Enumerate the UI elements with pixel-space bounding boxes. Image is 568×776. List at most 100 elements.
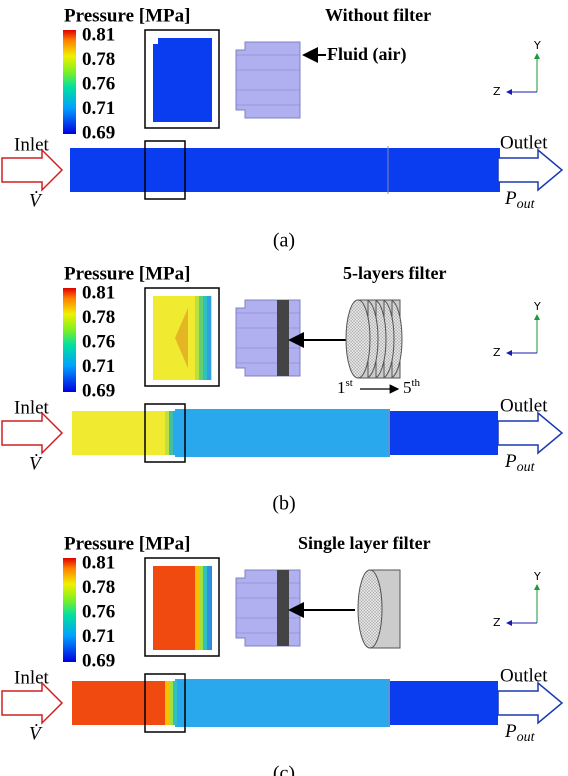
legend-tick: 0.76 [82,73,115,94]
pipe-band [165,411,169,455]
axis-z-label: Z [493,346,501,359]
layer-num: 1 [337,378,346,397]
filter-band [277,300,289,376]
legend-tick: 0.81 [82,282,115,303]
legend-tick: 0.69 [82,380,115,401]
panel: Pressure [MPa]0.81 0.78 0.76 0.71 0.69 Withou… [1,5,564,252]
zoom-frame [144,403,186,463]
layer-first: 1st [337,377,353,397]
flow-symbol: V̇ [29,452,43,474]
inset-field [153,38,212,122]
inset-frame [144,287,220,387]
fluid-body [235,569,301,647]
inlet-arrow [1,681,64,725]
outlet-label: Outlet [500,665,548,686]
outlet-label: Outlet [500,132,548,153]
flow-symbol: V̇ [29,189,43,211]
inset-band [203,296,207,380]
legend-tick: 0.81 [82,24,115,45]
pressure-symbol: P [504,188,517,209]
legend-tick: 0.71 [82,98,115,119]
legend-title: Pressure [MPa] [64,5,190,26]
outlet-label: Outlet [500,395,548,416]
layer-sup: th [412,377,421,389]
zoom-frame [144,140,186,200]
colorbar [63,30,76,134]
pipe-band [169,411,173,455]
legend-tick: 0.81 [82,552,115,573]
legend-tick: 0.71 [82,356,115,377]
inlet-label: Inlet [14,134,50,155]
pipe-band [173,411,177,455]
legend-tick: 0.76 [82,601,115,622]
inlet-label: Inlet [14,667,50,688]
inlet-label: Inlet [14,397,50,418]
colorbar [63,558,76,662]
inlet-arrow [1,148,64,192]
pipe-outlet [385,411,498,455]
axis-z-label: Z [493,85,501,98]
pipe-band [165,681,169,725]
axis-z-label: Z [493,616,501,629]
outlet-arrow [497,411,564,455]
legend-tick: 0.78 [82,307,115,328]
panel: Pressure [MPa]0.81 0.78 0.76 0.71 0.69 Single… [1,533,564,776]
pipe-inlet [72,681,175,725]
pressure-subscript: out [517,197,536,212]
layer-num: 5 [403,378,412,397]
layer-sup: st [346,377,353,389]
panel-label: (a) [273,230,295,252]
outlet-arrow [497,681,564,725]
inlet-arrow [1,411,64,455]
layer-last: 5th [403,377,421,397]
inset-band [199,296,203,380]
pipe-band [173,681,177,725]
pressure-symbol: P [504,451,517,472]
pipe-outlet [385,681,498,725]
colorbar [63,288,76,392]
panel: Pressure [MPa]0.81 0.78 0.76 0.71 0.69 5-laye… [1,263,564,515]
inset-band [195,566,199,650]
pipe-band [169,681,173,725]
inset-jet [175,308,188,368]
pressure-subscript: out [517,730,536,745]
filter-disc [345,299,371,379]
zoom-frame [144,673,186,733]
panel-label: (b) [272,493,295,515]
outlet-pressure: Pout [504,451,536,475]
pressure-symbol: P [504,721,517,742]
axis-y-label: Y [533,39,541,52]
fluid-body [235,299,301,377]
legend-tick: 0.78 [82,577,115,598]
legend-tick: 0.69 [82,650,115,671]
filter-band [277,570,289,646]
fluid-label: Fluid (air) [327,44,407,65]
filter-disc [357,569,383,649]
legend-title: Pressure [MPa] [64,533,190,554]
inset-band [199,566,203,650]
panel-label: (c) [273,763,295,776]
fluid-body [235,41,301,119]
inset-frame [144,557,220,657]
panel-title: 5-layers filter [343,263,446,283]
legend-tick: 0.71 [82,626,115,647]
outlet-pressure: Pout [504,188,536,212]
pipe-mid [175,409,390,457]
flow-symbol: V̇ [29,722,43,744]
pressure-subscript: out [517,460,536,475]
inset-band [207,296,211,380]
inset-frame [144,29,220,129]
legend-tick: 0.76 [82,331,115,352]
panel-title: Single layer filter [298,533,431,553]
pipe [70,148,500,192]
legend-tick: 0.69 [82,122,115,143]
pipe-inlet [72,411,175,455]
outlet-pressure: Pout [504,721,536,745]
pipe-mid [175,679,390,727]
axis-y-label: Y [533,300,541,313]
panel-title: Without filter [325,5,431,25]
legend-title: Pressure [MPa] [64,263,190,284]
inset-band [195,296,199,380]
inset-band [207,566,211,650]
